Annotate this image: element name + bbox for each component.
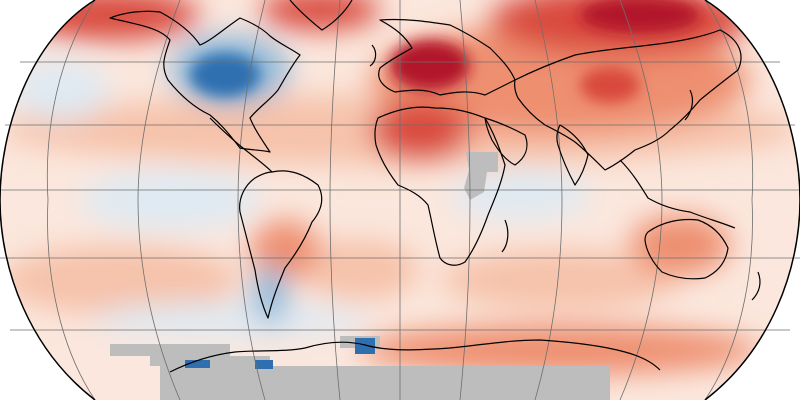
north-america-coast [109, 10, 301, 153]
north-pacific-cool [10, 60, 110, 120]
south-ocean-cool [90, 302, 370, 338]
meridian [237, 0, 266, 400]
north-america-cool-core [190, 53, 260, 97]
southeast-asia-coast [619, 159, 736, 229]
south-pacific-warm [0, 245, 240, 315]
south-america-cool [252, 265, 288, 325]
east-africa-no-data [464, 152, 498, 200]
europe-hotspot-core [390, 40, 470, 90]
antarctica-warm [360, 325, 760, 375]
antarctic-cool-patches [185, 338, 375, 369]
antarctic-cool-1 [185, 360, 210, 368]
india-coast [556, 124, 589, 186]
new-zealand-coast [751, 271, 761, 301]
greenland-warm [260, 0, 380, 30]
south-america-warm [250, 220, 320, 280]
europe-coast [378, 18, 516, 96]
anomaly-field [0, 0, 800, 375]
arabia-coast [484, 117, 528, 166]
coastlines [109, 0, 761, 373]
no-data-patches [110, 152, 610, 400]
australia-coast [644, 218, 729, 280]
antarctic-no-data-west [110, 344, 230, 356]
central-america-coast [209, 117, 273, 173]
meridian [534, 0, 563, 400]
north-africa-warm [370, 100, 470, 160]
meridian [137, 0, 181, 400]
south-america-coast [239, 170, 323, 319]
meridian [704, 0, 754, 400]
japan-coast [684, 89, 694, 121]
east-pacific-cool [80, 170, 260, 230]
antarctic-no-data-bottom [160, 366, 610, 400]
asia-coast [514, 29, 742, 171]
south-atlantic-warm [300, 240, 420, 300]
antarctic-cool-2 [255, 360, 273, 369]
africa-coast [374, 106, 506, 266]
antarctic-cool-3 [355, 338, 375, 354]
antarctica-coast [169, 339, 661, 373]
madagascar-coast [501, 219, 509, 253]
siberia-extreme [580, 0, 700, 33]
meridian [329, 0, 341, 400]
meridian [619, 0, 663, 400]
uk-coast [369, 44, 377, 67]
tibet-warm-core [580, 67, 640, 103]
australia-warm [630, 215, 730, 275]
meridian [459, 0, 471, 400]
meridian [46, 0, 96, 400]
anomaly-cores [190, 0, 700, 103]
indian-ocean-warm [440, 250, 680, 310]
greenland-coast [289, 0, 353, 31]
